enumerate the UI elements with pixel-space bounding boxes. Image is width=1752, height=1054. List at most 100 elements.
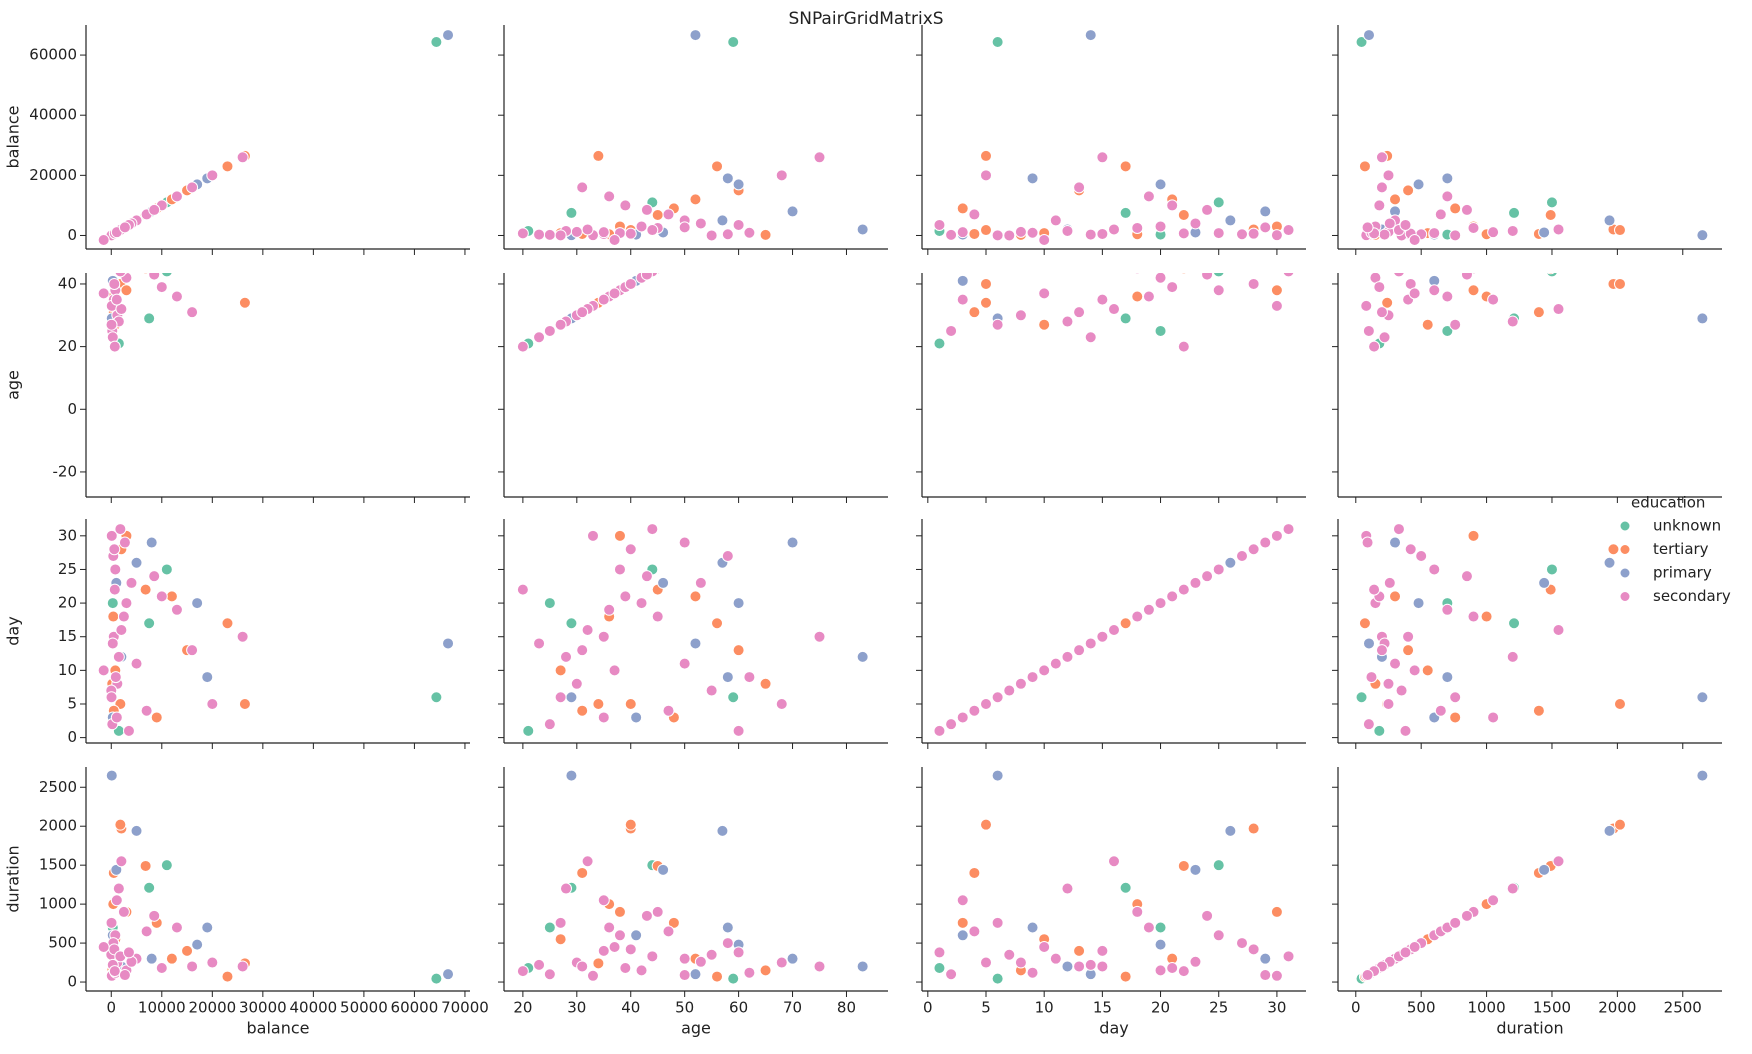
y-tick-label: 20: [58, 594, 77, 612]
point: [956, 894, 969, 907]
point: [1236, 937, 1248, 950]
point: [543, 228, 556, 241]
point: [581, 855, 594, 868]
point: [1508, 617, 1521, 630]
point: [980, 169, 992, 182]
panel: [1332, 253, 1722, 503]
point: [1096, 944, 1109, 957]
point: [721, 228, 734, 241]
point: [945, 228, 958, 241]
point: [238, 296, 251, 309]
point: [1189, 863, 1202, 876]
point: [155, 590, 168, 603]
point: [116, 144, 127, 155]
point: [1014, 309, 1027, 322]
point: [1074, 216, 1085, 227]
point: [554, 664, 567, 677]
point: [1382, 697, 1395, 710]
point: [110, 210, 121, 221]
point: [170, 603, 183, 616]
point: [170, 290, 183, 303]
point: [1360, 299, 1373, 312]
point: [148, 273, 161, 281]
point: [533, 331, 546, 344]
point: [991, 972, 1004, 985]
y-tick-label: 500: [48, 934, 77, 952]
point: [1441, 290, 1454, 303]
point: [1613, 818, 1626, 831]
legend-label: unknown: [1653, 517, 1721, 535]
point: [1546, 273, 1555, 275]
point: [856, 223, 869, 236]
point: [1108, 855, 1120, 868]
point: [207, 191, 218, 202]
point: [1361, 536, 1374, 549]
point: [105, 769, 118, 782]
point: [108, 583, 121, 596]
point: [1441, 603, 1454, 616]
y-tick-label: 0: [67, 226, 77, 244]
point: [1097, 169, 1108, 180]
point: [1247, 227, 1260, 240]
point: [668, 253, 679, 264]
point: [97, 940, 110, 953]
point: [139, 583, 152, 596]
point: [727, 691, 740, 704]
panel: [498, 238, 888, 503]
x-tick-label: 2000: [1598, 999, 1636, 1017]
point: [624, 697, 637, 710]
point: [143, 881, 156, 894]
point: [635, 964, 648, 977]
point: [775, 697, 788, 710]
point: [991, 36, 1004, 49]
point: [933, 724, 946, 737]
point: [980, 224, 992, 237]
point: [980, 818, 992, 831]
point: [1487, 293, 1500, 306]
point: [1038, 664, 1051, 677]
point: [586, 969, 599, 982]
point: [1201, 273, 1214, 281]
point: [576, 866, 589, 879]
point: [689, 637, 702, 650]
point: [705, 684, 718, 697]
point: [1696, 769, 1709, 782]
point: [1393, 273, 1405, 278]
point: [108, 340, 121, 353]
point: [1450, 253, 1461, 264]
point: [236, 960, 249, 973]
point: [1154, 273, 1167, 284]
point: [689, 590, 702, 603]
point: [1362, 637, 1375, 650]
point: [191, 938, 204, 951]
point: [1247, 943, 1260, 956]
point: [1073, 181, 1086, 194]
point: [1282, 224, 1295, 237]
point: [114, 818, 127, 831]
point: [1355, 36, 1368, 49]
point: [1154, 597, 1167, 610]
point: [1460, 909, 1473, 922]
point: [430, 972, 443, 985]
point: [1389, 590, 1402, 603]
x-tick-label: 2500: [1664, 999, 1702, 1017]
y-tick-label: 5: [67, 694, 77, 712]
point: [689, 193, 702, 206]
point: [1434, 208, 1447, 221]
point: [1190, 238, 1201, 249]
point: [112, 882, 125, 895]
legend-marker: [1619, 567, 1631, 579]
point: [1389, 657, 1402, 670]
point: [608, 940, 621, 953]
point: [1259, 536, 1272, 549]
point: [186, 306, 199, 319]
point: [1236, 549, 1248, 562]
point: [1224, 214, 1237, 227]
point: [151, 253, 162, 264]
point: [1236, 228, 1248, 241]
point: [695, 238, 706, 249]
points: [1355, 769, 1709, 985]
point: [1441, 324, 1454, 337]
point: [1108, 303, 1120, 316]
point: [576, 181, 589, 194]
